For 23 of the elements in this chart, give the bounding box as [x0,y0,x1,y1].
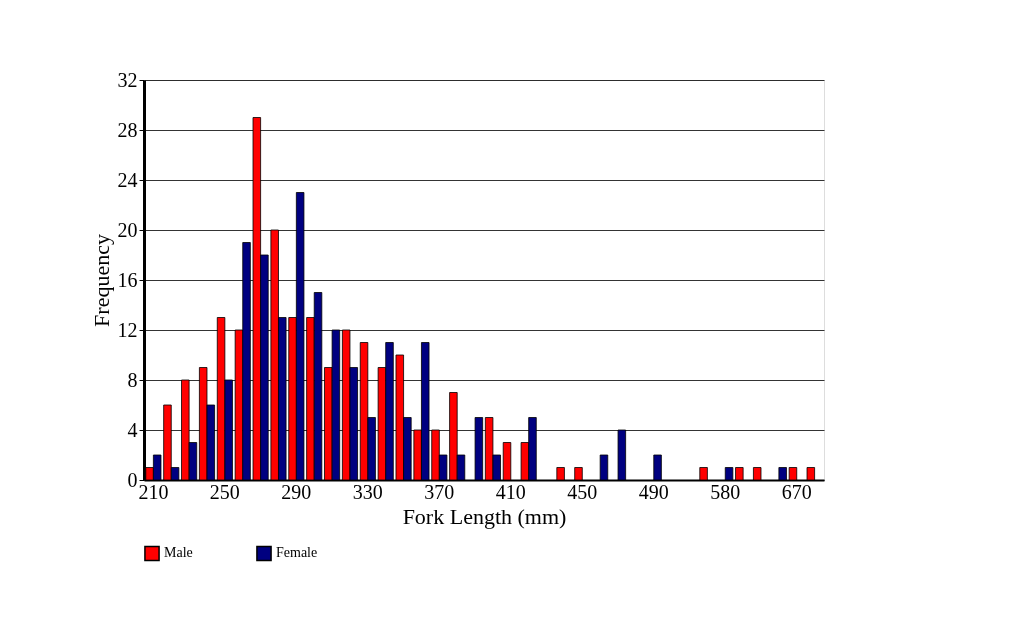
x-tick-label: 670 [781,480,812,503]
y-axis-title: Frequency [88,234,114,327]
y-tick-label: 0 [127,468,138,491]
x-tick-label: 450 [567,480,598,503]
x-axis-title: Fork Length (mm) [402,503,567,529]
y-tick-label: 32 [117,68,138,91]
x-tick-label: 370 [424,480,455,503]
legend-label: Male [164,545,193,561]
x-tick-label: 290 [281,480,312,503]
legend-label: Female [276,545,318,561]
y-tick-label: 4 [127,418,138,441]
x-tick-label: 250 [209,480,240,503]
y-tick-label: 20 [117,218,138,241]
x-tick-label: 210 [138,480,169,503]
y-tick-label: 8 [127,368,138,391]
y-tick-label: 24 [117,168,138,191]
y-tick-label: 16 [117,268,138,291]
x-tick-label: 330 [352,480,383,503]
x-tick-label: 580 [710,480,741,503]
x-tick-label: 490 [638,480,669,503]
x-tick-label: 410 [495,480,526,503]
y-tick-label: 12 [117,318,138,341]
y-tick-label: 28 [117,118,138,141]
